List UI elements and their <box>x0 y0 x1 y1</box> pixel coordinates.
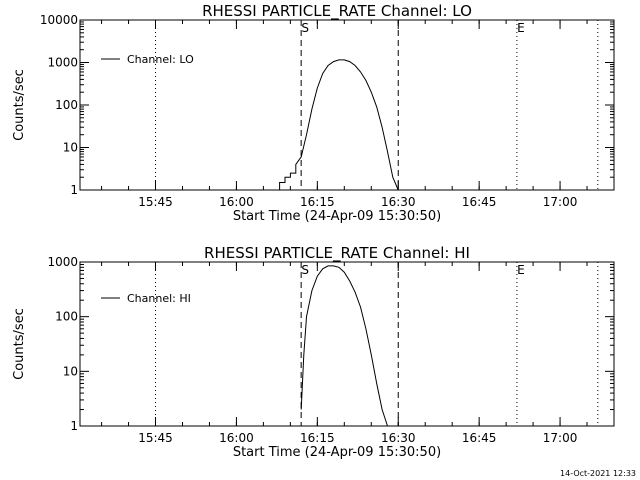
legend-label: Channel: HI <box>127 292 191 305</box>
chart-title: RHESSI PARTICLE_RATE Channel: HI <box>204 244 470 263</box>
series-line <box>300 265 388 427</box>
series-line <box>279 59 399 191</box>
marker-label: E <box>517 21 525 35</box>
x-tick-label: 16:30 <box>381 431 416 445</box>
y-tick-label: 1000 <box>47 255 78 269</box>
x-axis-label: Start Time (24-Apr-09 15:30:50) <box>233 445 441 460</box>
y-tick-label: 100 <box>55 310 78 324</box>
timestamp-footer: 14-Oct-2021 12:33 <box>560 469 636 478</box>
y-axis-label: Counts/sec <box>12 69 27 141</box>
x-tick-label: 17:00 <box>543 195 578 209</box>
marker-label: S <box>301 263 309 277</box>
x-tick-label: 16:00 <box>219 195 254 209</box>
chart-title: RHESSI PARTICLE_RATE Channel: LO <box>202 2 472 21</box>
plot-frame <box>79 19 615 191</box>
x-tick-label: 16:00 <box>219 431 254 445</box>
marker-label: S <box>301 21 309 35</box>
y-axis-label: Counts/sec <box>12 308 27 380</box>
y-tick-label: 1 <box>70 183 78 197</box>
y-tick-label: 1 <box>70 419 78 433</box>
panel-hi: RHESSI PARTICLE_RATE Channel: HIS E 1 10 100… <box>12 244 615 460</box>
x-tick-label: 17:00 <box>543 431 578 445</box>
y-tick-label: 10000 <box>40 13 78 27</box>
plot-frame <box>79 261 615 427</box>
y-tick-label: 10 <box>63 141 78 155</box>
y-tick-label: 100 <box>55 98 78 112</box>
x-axis-label: Start Time (24-Apr-09 15:30:50) <box>233 209 441 224</box>
legend-label: Channel: LO <box>127 53 194 66</box>
x-tick-label: 16:30 <box>381 195 416 209</box>
x-tick-label: 16:45 <box>462 431 497 445</box>
x-tick-label: 16:45 <box>462 195 497 209</box>
x-tick-label: 15:45 <box>138 431 173 445</box>
x-tick-label: 16:15 <box>300 431 335 445</box>
x-tick-label: 16:15 <box>300 195 335 209</box>
y-tick-label: 10 <box>63 364 78 378</box>
x-tick-label: 15:45 <box>138 195 173 209</box>
y-tick-label: 1000 <box>47 56 78 70</box>
panel-lo: RHESSI PARTICLE_RATE Channel: LOS E 1 10 100… <box>12 2 615 224</box>
marker-label: E <box>517 263 525 277</box>
